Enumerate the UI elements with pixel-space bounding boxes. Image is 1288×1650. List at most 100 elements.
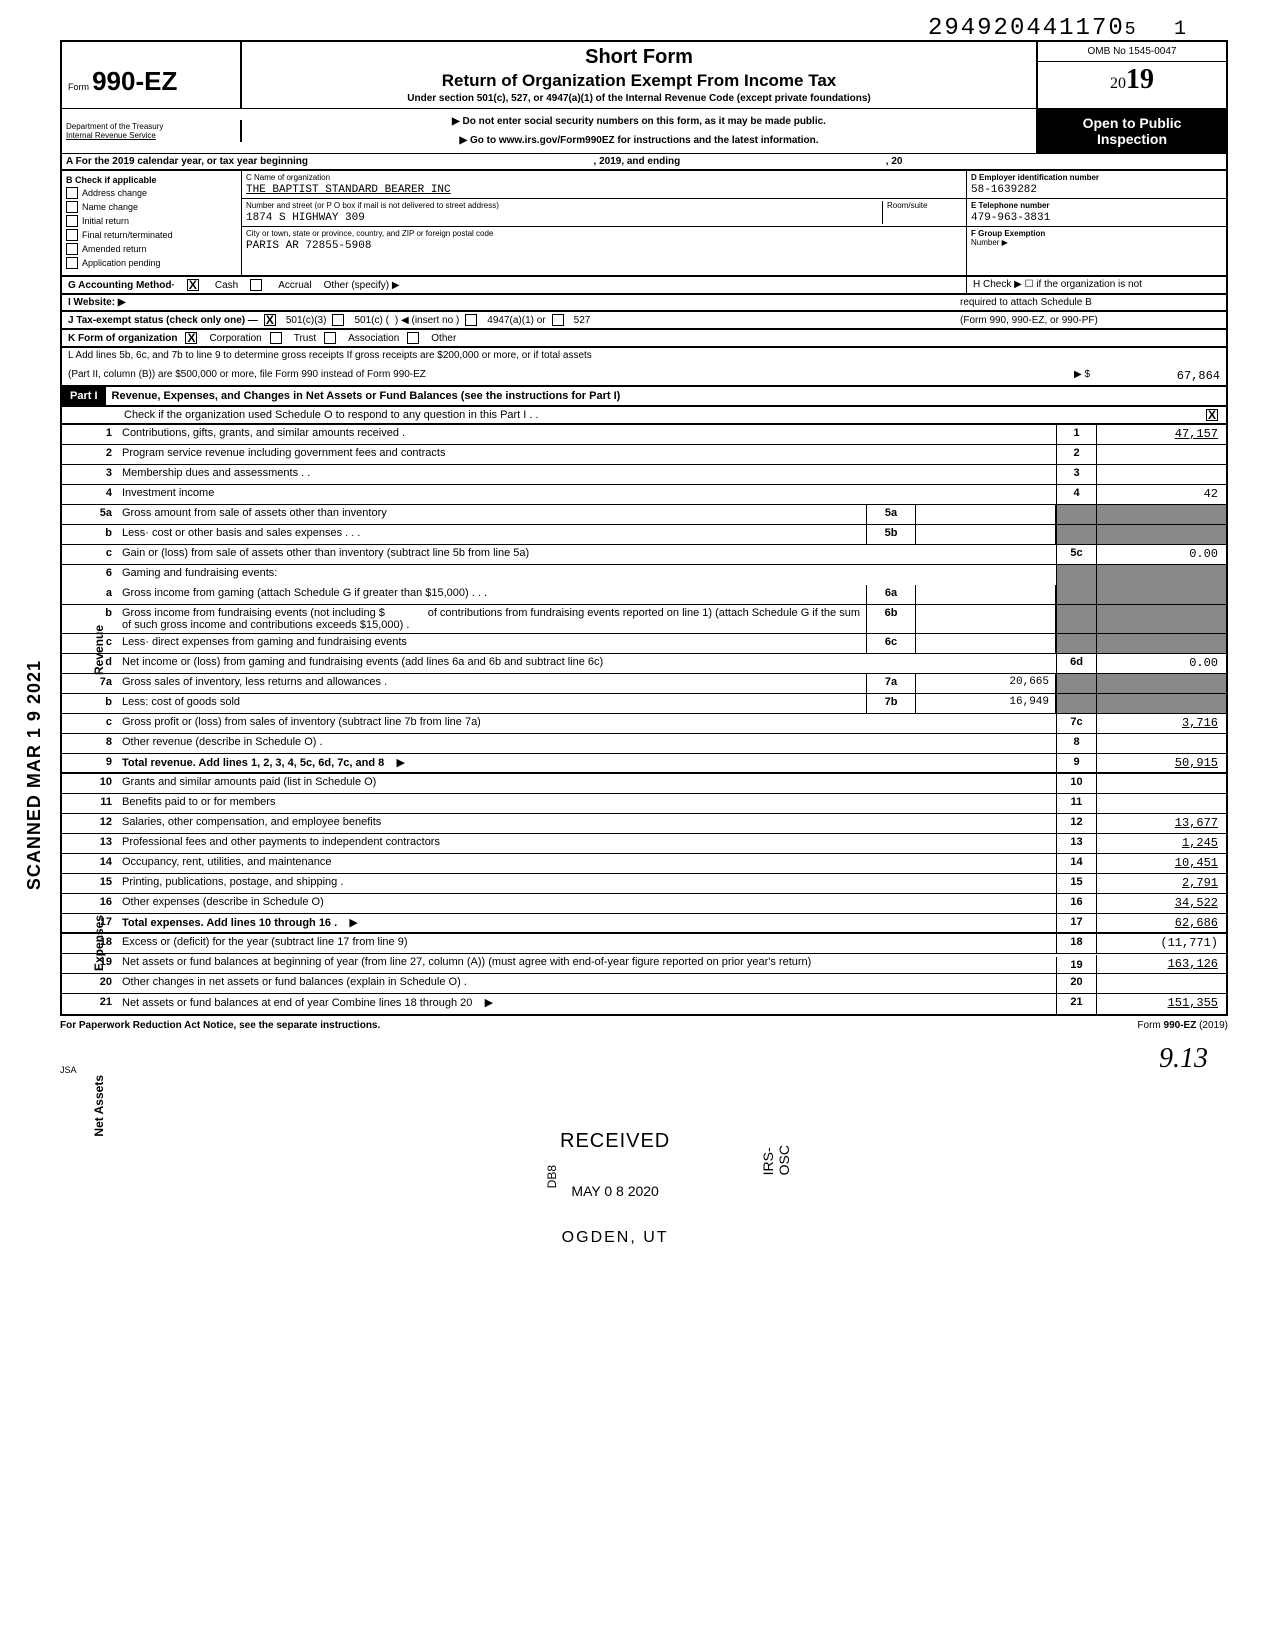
check-amended-return[interactable]: Amended return	[66, 243, 237, 255]
line-16-value: 34,522	[1096, 894, 1226, 913]
section-b-header: B Check if applicable	[66, 175, 157, 185]
line-16: 16 Other expenses (describe in Schedule …	[62, 894, 1226, 914]
line-num: b	[62, 525, 118, 544]
shaded-cell	[1056, 634, 1096, 653]
sub-box: 6b	[866, 605, 916, 633]
group-exemption-label2: Number ▶	[971, 238, 1222, 247]
footer-form-number: 990-EZ	[1164, 1020, 1197, 1031]
line-num: b	[62, 694, 118, 713]
open-public-2: Inspection	[1044, 131, 1220, 147]
line-num: 21	[62, 994, 118, 1014]
section-e: E Telephone number 479-963-3831	[967, 199, 1226, 227]
checkbox-501c3[interactable]	[264, 314, 276, 326]
line-5a-value	[916, 505, 1056, 524]
check-application-pending[interactable]: Application pending	[66, 257, 237, 269]
line-10-value	[1096, 774, 1226, 793]
line-5c: c Gain or (loss) from sale of assets oth…	[62, 545, 1226, 565]
phone-label: E Telephone number	[971, 201, 1050, 210]
checkbox-other[interactable]	[407, 332, 419, 344]
scanned-stamp: SCANNED MAR 1 9 2021	[24, 660, 45, 890]
line-9-value: 50,915	[1096, 754, 1226, 772]
side-netassets: Net Assets	[92, 1075, 106, 1137]
shaded-cell	[1096, 605, 1226, 633]
shaded-cell	[1056, 605, 1096, 633]
section-d: D Employer identification number 58-1639…	[967, 171, 1226, 199]
line-num: 16	[62, 894, 118, 913]
form-under-section: Under section 501(c), 527, or 4947(a)(1)…	[250, 93, 1028, 104]
opt-4947: 4947(a)(1) or	[487, 315, 545, 326]
col-num: 1	[1056, 425, 1096, 444]
line-20: 20 Other changes in net assets or fund b…	[62, 974, 1226, 994]
line-num: 5a	[62, 505, 118, 524]
line-desc: Salaries, other compensation, and employ…	[118, 814, 1056, 833]
checkbox-schedule-o[interactable]	[1206, 409, 1218, 421]
col-num: 2	[1056, 445, 1096, 464]
line-19: 19 Net assets or fund balances at beginn…	[62, 954, 1226, 974]
line-desc: Less· cost or other basis and sales expe…	[118, 525, 866, 544]
checkbox-accrual[interactable]	[250, 279, 262, 291]
shaded-cell	[1056, 694, 1096, 713]
part1-check-line: Check if the organization used Schedule …	[118, 407, 1206, 423]
checkbox-527[interactable]	[552, 314, 564, 326]
dept-line1: Department of the Treasury	[66, 122, 236, 131]
org-name: THE BAPTIST STANDARD BEARER INC	[246, 182, 962, 196]
line-desc: Less· direct expenses from gaming and fu…	[118, 634, 866, 653]
line-21: 21 Net assets or fund balances at end of…	[62, 994, 1226, 1014]
check-initial-return[interactable]: Initial return	[66, 215, 237, 227]
form-number-block: Form 990-EZ	[62, 42, 242, 108]
line-18: 18 Excess or (deficit) for the year (sub…	[62, 934, 1226, 954]
checkbox-501c[interactable]	[332, 314, 344, 326]
line-10: 10 Grants and similar amounts paid (list…	[62, 774, 1226, 794]
ein-label: D Employer identification number	[971, 173, 1099, 182]
section-l-arrow: ▶ $	[1074, 369, 1090, 383]
line-num: c	[62, 634, 118, 653]
section-a: A For the 2019 calendar year, or tax yea…	[60, 154, 1228, 171]
col-num: 13	[1056, 834, 1096, 853]
line-17-value: 62,686	[1096, 914, 1226, 932]
line-11: 11 Benefits paid to or for members 11	[62, 794, 1226, 814]
accrual-label: Accrual	[278, 280, 311, 291]
data-table: Revenue Expenses Net Assets 1 Contributi…	[60, 425, 1228, 1016]
col-num: 15	[1056, 874, 1096, 893]
line-6c-value	[916, 634, 1056, 653]
line-desc: Benefits paid to or for members	[118, 794, 1056, 813]
form-goto: ▶ Go to www.irs.gov/Form990EZ for instru…	[248, 135, 1030, 146]
doc-id-main: 294920441170	[928, 15, 1125, 42]
checkbox-4947[interactable]	[465, 314, 477, 326]
line-6b-value	[916, 605, 1056, 633]
check-name-change[interactable]: Name change	[66, 201, 237, 213]
line-desc: Gaming and fundraising events:	[118, 565, 1056, 585]
line-num: b	[62, 605, 118, 633]
handwritten-note: 9.13	[1159, 1043, 1208, 1075]
line-15-value: 2,791	[1096, 874, 1226, 893]
row-j: J Tax-exempt status (check only one) — 5…	[60, 312, 1228, 330]
line-desc: Occupancy, rent, utilities, and maintena…	[118, 854, 1056, 873]
col-num: 4	[1056, 485, 1096, 504]
line-19-value: 163,126	[1096, 955, 1226, 973]
line-18-value: (11,771)	[1096, 934, 1226, 953]
line-7c: c Gross profit or (loss) from sales of i…	[62, 714, 1226, 734]
checkbox-association[interactable]	[324, 332, 336, 344]
form-subtitle: Return of Organization Exempt From Incom…	[250, 71, 1028, 91]
irs-osc-stamp: IRS-OSC	[760, 1145, 792, 1175]
check-label: Application pending	[82, 258, 161, 268]
line-6b-pre: Gross income from fundraising events (no…	[122, 607, 385, 619]
checkbox-corporation[interactable]	[185, 332, 197, 344]
checkbox-trust[interactable]	[270, 332, 282, 344]
col-num: 10	[1056, 774, 1096, 793]
line-6d: d Net income or (loss) from gaming and f…	[62, 654, 1226, 674]
opt-trust: Trust	[294, 333, 316, 344]
line-7a-value: 20,665	[916, 674, 1056, 693]
check-label: Initial return	[82, 216, 129, 226]
line-desc: Total revenue. Add lines 1, 2, 3, 4, 5c,…	[118, 754, 1056, 772]
line-5c-value: 0.00	[1096, 545, 1226, 564]
check-final-return[interactable]: Final return/terminated	[66, 229, 237, 241]
line-desc: Gross sales of inventory, less returns a…	[118, 674, 866, 693]
line-6a: a Gross income from gaming (attach Sched…	[62, 585, 1226, 605]
checkbox-cash[interactable]	[187, 279, 199, 291]
line-num: d	[62, 654, 118, 673]
open-public-1: Open to Public	[1044, 115, 1220, 131]
check-address-change[interactable]: Address change	[66, 187, 237, 199]
form-number: 990-EZ	[92, 66, 177, 96]
shaded-cell	[1096, 525, 1226, 544]
